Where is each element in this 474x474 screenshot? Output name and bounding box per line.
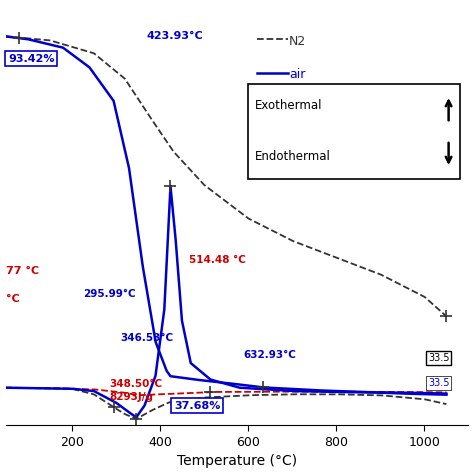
Text: 33.5: 33.5 [428, 378, 449, 388]
Text: Endothermal: Endothermal [255, 149, 330, 163]
Text: 348.50°C
8293J/g: 348.50°C 8293J/g [109, 379, 162, 402]
Text: 33.5: 33.5 [428, 353, 449, 363]
Text: 346.53°C: 346.53°C [120, 334, 173, 344]
Text: N2: N2 [289, 35, 306, 48]
Text: 514.48 °C: 514.48 °C [189, 255, 246, 265]
Text: 295.99°C: 295.99°C [82, 289, 136, 299]
X-axis label: Temperature (°C): Temperature (°C) [177, 455, 297, 468]
Text: 93.42%: 93.42% [8, 54, 55, 64]
Text: °C: °C [7, 294, 20, 304]
Text: 37.68%: 37.68% [174, 401, 220, 410]
Text: 632.93°C: 632.93°C [244, 350, 297, 360]
Text: air: air [289, 68, 305, 82]
Text: Exothermal: Exothermal [255, 99, 322, 112]
Bar [248, 84, 460, 179]
Text: 77 °C: 77 °C [7, 266, 39, 276]
Text: 423.93°C: 423.93°C [146, 31, 203, 41]
